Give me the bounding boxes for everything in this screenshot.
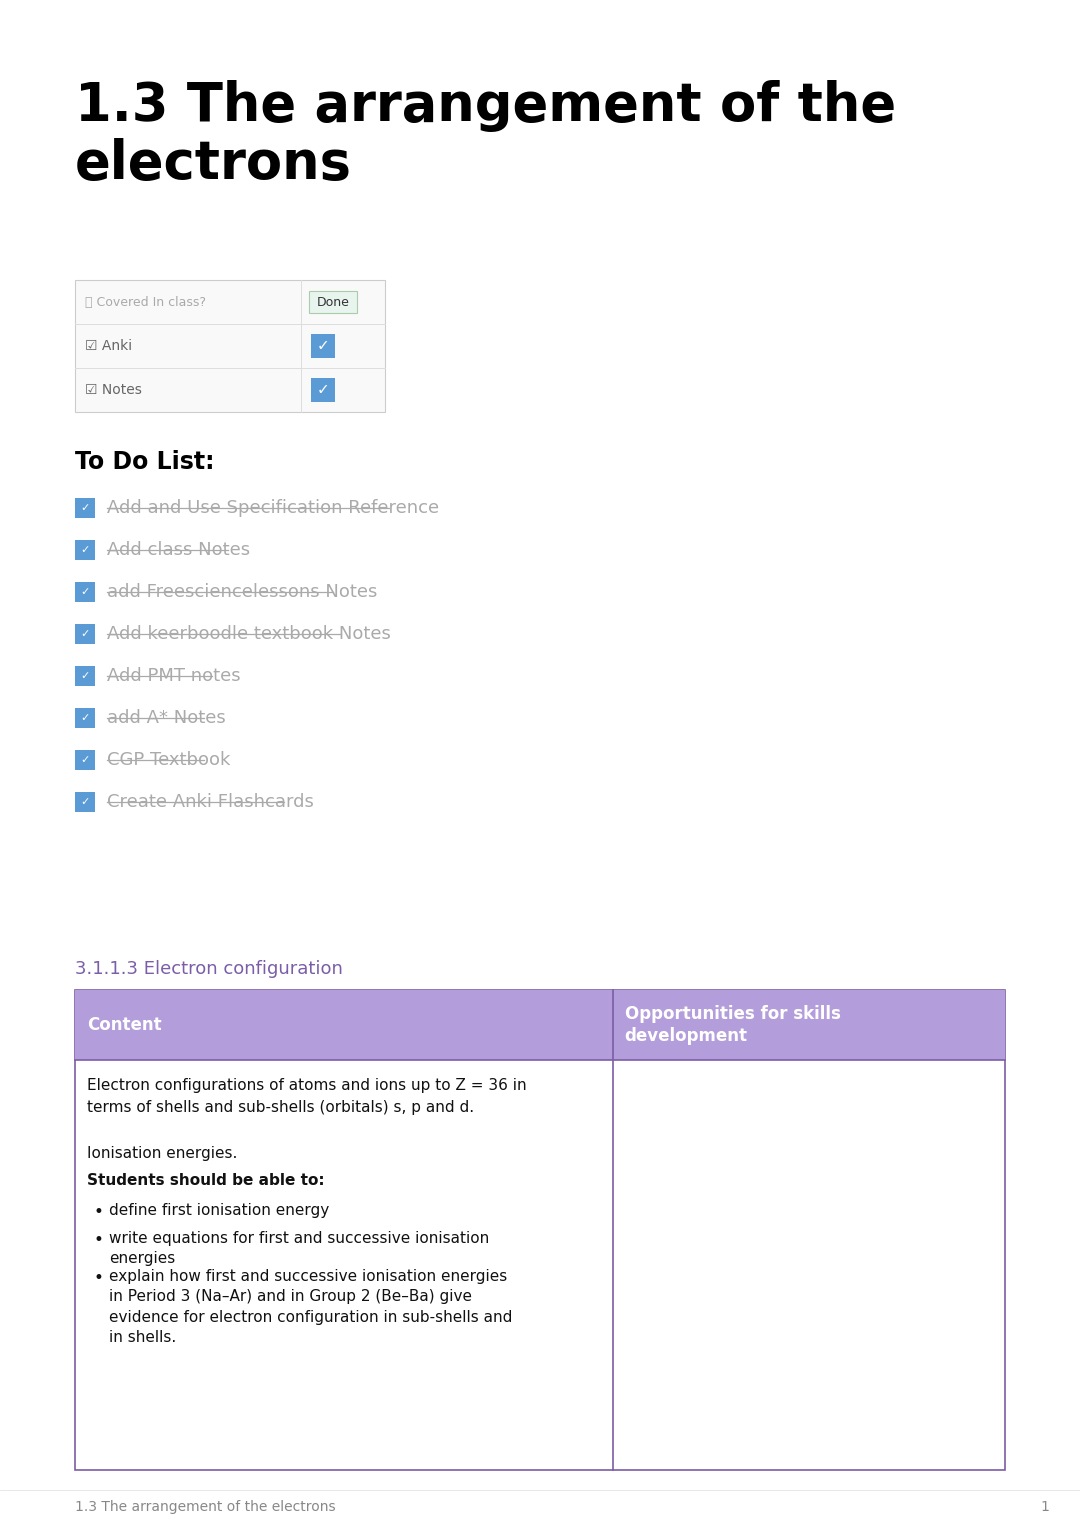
Text: ☑ Anki: ☑ Anki [85, 339, 132, 353]
Text: Add and Use Specification Reference: Add and Use Specification Reference [107, 500, 440, 516]
Bar [75, 707, 95, 727]
Text: Done: Done [316, 295, 350, 309]
Text: ✓: ✓ [80, 503, 90, 513]
Text: To Do List:: To Do List: [75, 451, 215, 474]
Text: •: • [93, 1203, 103, 1221]
Text: explain how first and successive ionisation energies
in Period 3 (Na–Ar) and in : explain how first and successive ionisat… [109, 1268, 512, 1345]
Text: Students should be able to:: Students should be able to: [87, 1174, 325, 1187]
Text: ☑ Notes: ☑ Notes [85, 384, 141, 397]
Bar [75, 623, 95, 643]
Text: •: • [93, 1232, 103, 1248]
Text: 3.1.1.3 Electron configuration: 3.1.1.3 Electron configuration [75, 960, 342, 978]
Text: ✓: ✓ [80, 671, 90, 681]
Text: Add class Notes: Add class Notes [107, 541, 251, 559]
Text: write equations for first and successive ionisation
energies: write equations for first and successive… [109, 1232, 489, 1267]
Bar [75, 498, 95, 518]
Text: Electron configurations of atoms and ions up to Z = 36 in
terms of shells and su: Electron configurations of atoms and ion… [87, 1077, 527, 1114]
Bar [75, 750, 95, 770]
Text: define first ionisation energy: define first ionisation energy [109, 1203, 329, 1218]
Text: ✓: ✓ [80, 755, 90, 766]
Bar [309, 290, 357, 313]
Text: Create Anki Flashcards: Create Anki Flashcards [107, 793, 314, 811]
Text: ✓: ✓ [80, 587, 90, 597]
Bar [75, 990, 1005, 1470]
Text: ✓: ✓ [80, 714, 90, 723]
Text: 1.3 The arrangement of the
electrons: 1.3 The arrangement of the electrons [75, 79, 896, 189]
Text: 1.3 The arrangement of the electrons: 1.3 The arrangement of the electrons [75, 1500, 336, 1514]
Text: Opportunities for skills
development: Opportunities for skills development [624, 1004, 840, 1045]
Text: ✓: ✓ [80, 545, 90, 555]
Bar [75, 582, 95, 602]
Text: •: • [93, 1268, 103, 1287]
Text: Ionisation energies.: Ionisation energies. [87, 1146, 238, 1161]
Bar [75, 539, 95, 559]
Text: ✓: ✓ [80, 798, 90, 807]
Text: ✨ Covered In class?: ✨ Covered In class? [85, 295, 206, 309]
Text: CGP Textbook: CGP Textbook [107, 750, 230, 769]
Text: ✓: ✓ [80, 630, 90, 639]
Bar [75, 990, 1005, 1060]
Text: add Freesciencelessons Notes: add Freesciencelessons Notes [107, 584, 377, 601]
Text: add A* Notes: add A* Notes [107, 709, 226, 727]
Text: Add keerboodle textbook Notes: Add keerboodle textbook Notes [107, 625, 391, 643]
Bar [75, 280, 384, 413]
Text: Add PMT notes: Add PMT notes [107, 668, 241, 685]
Bar [311, 335, 335, 358]
Text: ✓: ✓ [316, 382, 329, 397]
Bar [311, 377, 335, 402]
Bar [75, 666, 95, 686]
Text: 1: 1 [1040, 1500, 1049, 1514]
Text: Content: Content [87, 1016, 162, 1034]
Bar [75, 792, 95, 811]
Text: ✓: ✓ [316, 339, 329, 353]
